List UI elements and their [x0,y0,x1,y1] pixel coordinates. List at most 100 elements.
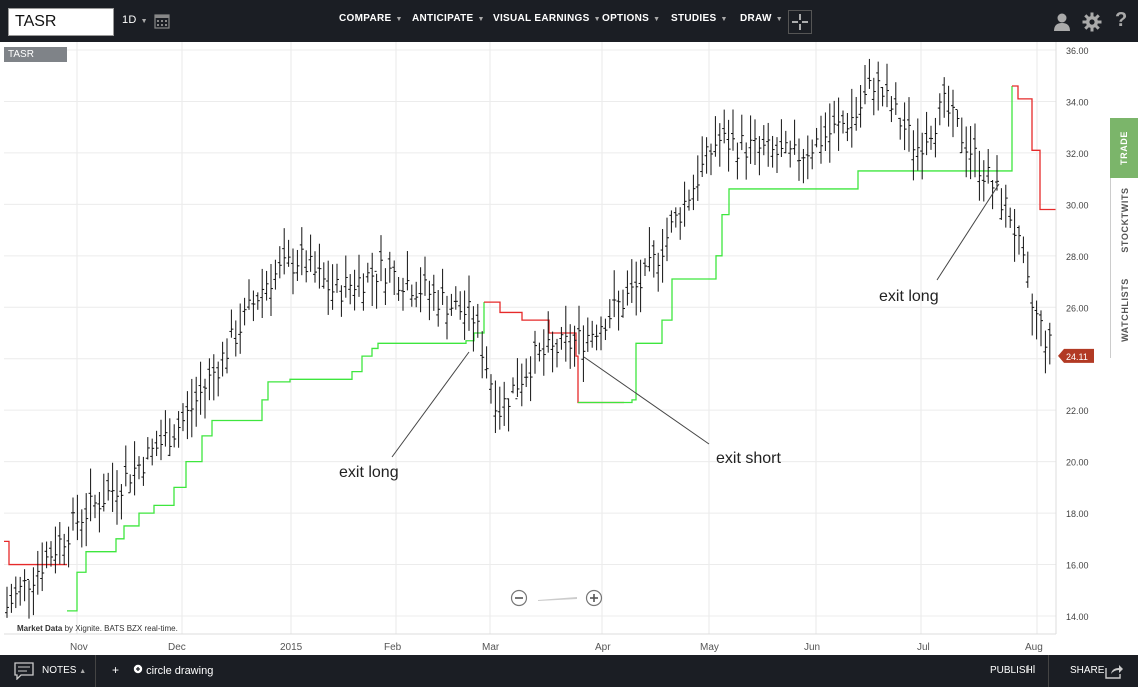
stop-long-line [578,86,1013,404]
menu-anticipate[interactable]: ANTICIPATE ▼ [412,13,485,24]
stop-short-line [4,540,67,566]
tab-watchlists[interactable]: WATCHLISTS [1110,262,1138,358]
price-bar [920,132,925,180]
y-tick-label: 18.00 [1066,509,1089,519]
symbol-input[interactable] [8,8,114,36]
publish-button[interactable]: PUBLISH [990,665,1033,676]
price-bar [211,354,216,401]
price-bar [964,126,969,178]
price-bar [691,174,696,211]
circle-drawing-item[interactable]: circle drawing [133,664,213,677]
price-bar [335,263,339,293]
help-icon[interactable]: ? [1115,9,1128,31]
price-bar [849,88,854,148]
price-bar [717,123,722,167]
share-icon[interactable] [1104,663,1124,679]
price-bar [97,491,102,533]
price-bar [550,331,555,373]
price-bar [519,363,524,407]
share-button[interactable]: SHARE [1070,665,1104,676]
notes-button[interactable]: NOTES ▲ [42,665,86,676]
price-bar [484,346,489,379]
price-bar [902,102,907,151]
price-bar [511,377,515,394]
price-bar [792,119,797,155]
market-data-credit: Market Data by Xignite. BATS BZX real-ti… [17,624,178,633]
price-bar [339,285,344,317]
price-bar [123,445,128,487]
price-bar [145,437,150,460]
price-bar [49,541,53,567]
zoom-out-icon[interactable] [510,589,528,607]
price-bar [832,100,837,134]
circle-drawing-label: circle drawing [146,665,214,677]
tab-trade[interactable]: TRADE [1110,118,1138,178]
price-bar [194,376,199,427]
annotation-exit-long-2: exit long [879,288,939,305]
price-bar [40,542,45,592]
price-bar [880,86,885,107]
price-bar [110,462,115,512]
add-icon[interactable]: + [112,663,120,677]
price-bar [704,137,709,174]
price-bar [427,280,432,321]
chevron-down-icon: ▼ [593,16,601,23]
price-bar [713,116,718,157]
price-bar [176,411,181,448]
price-bar [656,252,661,292]
price-bar [370,252,375,307]
price-bar [255,292,260,310]
menu-draw[interactable]: DRAW ▼ [740,13,783,24]
chevron-up-icon: ▲ [79,668,87,675]
price-bar [418,267,423,313]
zoom-slider[interactable] [538,597,577,601]
price-bar [660,228,665,283]
price-bar [669,210,674,233]
price-bar [959,117,964,154]
price-bar [150,438,155,466]
bottom-bar: NOTES ▲ + circle drawing PUBLISH SHARE [0,655,1138,687]
price-chart[interactable]: 36.0034.0032.0030.0028.0026.0024.0022.00… [4,42,1108,655]
interval-dropdown[interactable]: 1D ▼ [122,14,148,26]
notes-icon[interactable] [14,662,34,680]
gear-icon[interactable] [1082,12,1102,32]
tab-stocktwits[interactable]: STOCKTWITS [1110,178,1138,262]
user-icon[interactable] [1053,12,1071,32]
price-bar [132,441,137,496]
menu-studies[interactable]: STUDIES ▼ [671,13,728,24]
price-bar [810,139,815,170]
price-bar [977,150,982,201]
x-tick-label: Apr [595,642,611,653]
price-bar [75,494,80,541]
price-bar [238,303,243,354]
divider [95,655,96,687]
price-bar [1030,293,1035,336]
annotation-pointer [936,183,1000,281]
menu-studies-label: STUDIES [671,13,717,24]
price-bar [748,115,753,164]
price-bar [326,260,331,315]
price-bar [1012,208,1017,262]
price-bar [854,96,859,131]
price-bar [185,391,190,440]
price-bar [352,269,357,311]
calendar-icon[interactable] [154,13,170,29]
crosshair-button[interactable] [788,10,812,34]
menu-draw-label: DRAW [740,13,772,24]
zoom-in-icon[interactable] [585,589,603,607]
price-bar [181,403,185,432]
chart-area[interactable]: 36.0034.0032.0030.0028.0026.0024.0022.00… [4,42,1108,655]
menu-compare[interactable]: COMPARE ▼ [339,13,403,24]
price-bar [163,410,168,447]
x-tick-label: Nov [70,642,88,653]
menu-visual-earnings[interactable]: VISUAL EARNINGS ▼ [493,13,601,24]
price-bar [409,284,414,307]
menu-options[interactable]: OPTIONS ▼ [602,13,660,24]
annotation-exit-short: exit short [716,450,781,467]
annotation-pointer [391,351,470,458]
divider [1048,655,1049,687]
price-bars [5,58,1052,619]
price-bar [915,118,920,171]
price-bar [801,148,806,184]
price-bar [115,470,119,525]
